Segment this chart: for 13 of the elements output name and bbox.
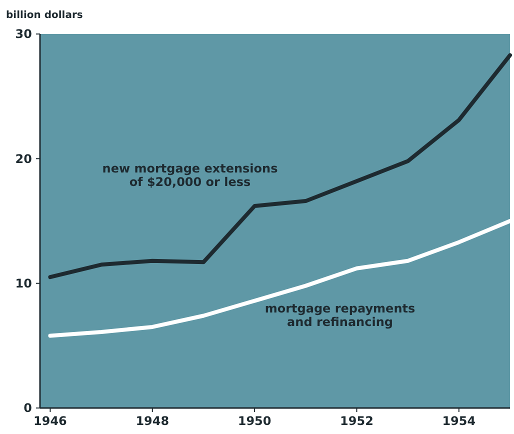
line-series: [48, 53, 512, 280]
y-tick-label: 30: [15, 27, 32, 42]
y-tick-label: 10: [15, 276, 32, 291]
x-tick-label: 1946: [34, 414, 67, 428]
x-tick-label: 1952: [340, 414, 374, 428]
annotation: mortgage repayments and refinancing: [264, 301, 416, 330]
x-tick-label: 1950: [238, 414, 272, 428]
y-tick-label: 0: [24, 401, 32, 416]
x-tick-label: 1954: [442, 414, 476, 428]
y-tick-label: 20: [15, 152, 32, 166]
y-axis-title: billion dollars: [6, 10, 83, 21]
x-tick-label: 1948: [136, 414, 170, 428]
annotation: new mortgage extensions of $20,000 or less: [102, 161, 278, 190]
